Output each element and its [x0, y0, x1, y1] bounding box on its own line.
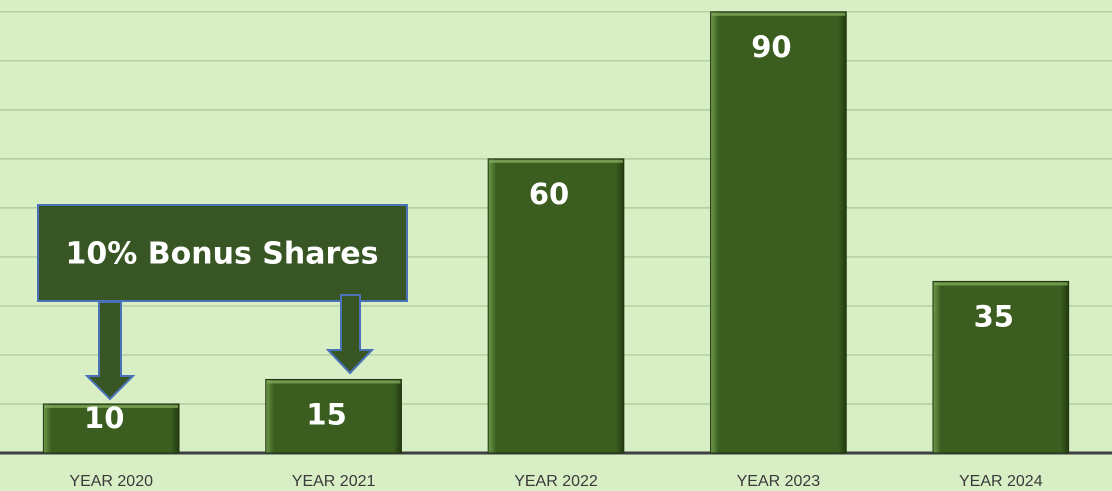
data-label: 60	[529, 177, 569, 211]
data-label: 15	[306, 397, 346, 431]
bar-bevel	[44, 404, 179, 408]
bar	[710, 11, 847, 454]
arrow	[84, 301, 136, 401]
bar-bevel	[266, 380, 401, 384]
bar-bevel	[933, 282, 1068, 286]
annotation: 10% Bonus Shares	[37, 204, 408, 401]
data-label: 90	[751, 30, 791, 64]
x-tick-label: YEAR 2023	[737, 473, 821, 490]
data-label: 35	[974, 299, 1014, 333]
bar	[42, 403, 180, 454]
x-tick-label: YEAR 2021	[292, 473, 376, 490]
data-label: 10	[84, 401, 124, 435]
bars: YEAR 2020 10 YEAR 2021 15 YEAR 2022 60 YEAR 20…	[42, 11, 1070, 490]
bar	[265, 378, 402, 454]
x-tick-label: YEAR 2020	[69, 473, 153, 490]
bar-bevel	[489, 159, 623, 163]
bar	[932, 280, 1070, 454]
arrow	[325, 294, 375, 375]
annotation-text: 10% Bonus Shares	[66, 237, 379, 272]
annotation-box	[37, 204, 408, 302]
x-tick-label: YEAR 2022	[514, 473, 598, 490]
x-tick-label: YEAR 2024	[959, 473, 1043, 490]
bar-bevel	[711, 12, 846, 16]
bar	[487, 158, 625, 454]
